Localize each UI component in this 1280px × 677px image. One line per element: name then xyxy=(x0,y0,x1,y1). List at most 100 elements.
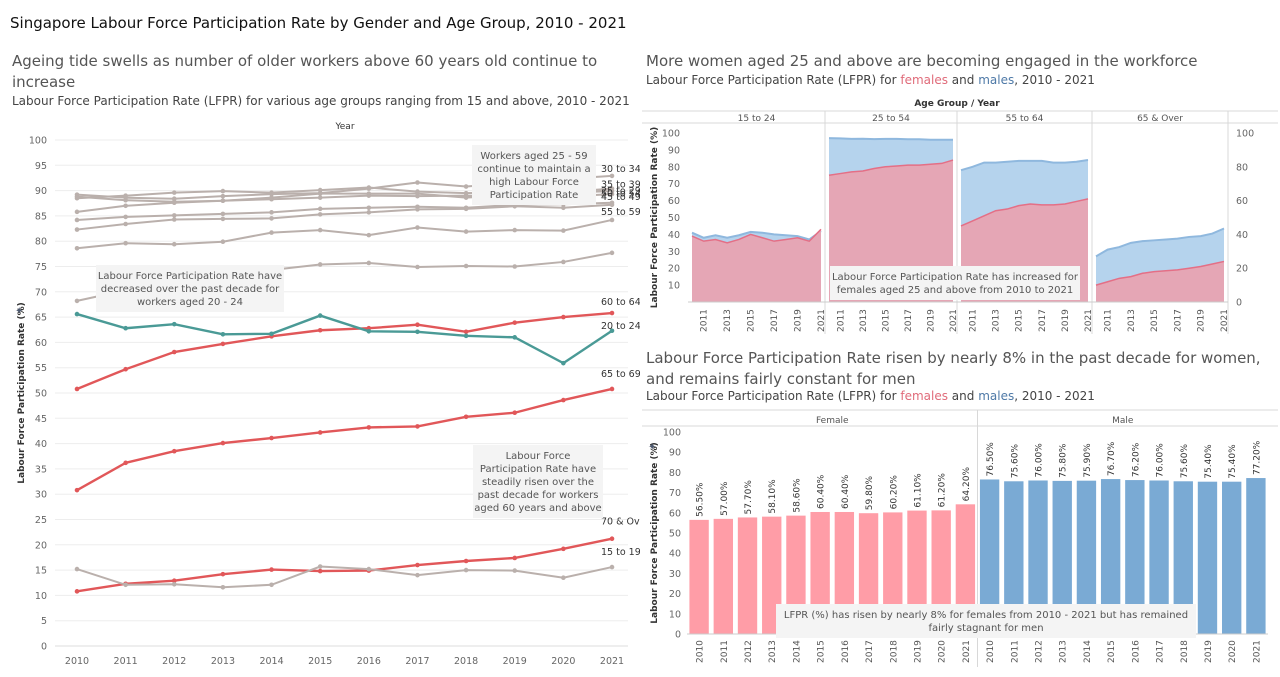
bar xyxy=(834,511,855,634)
bar-value-label: 75.90% xyxy=(1083,443,1093,478)
x-tick-label: 2019 xyxy=(913,640,923,663)
bar xyxy=(1028,480,1048,634)
annotation-60-up-line: aged 60 years and above xyxy=(474,503,601,514)
data-point xyxy=(561,259,566,265)
y-tick-label: 100 xyxy=(29,136,47,147)
data-point xyxy=(609,564,615,570)
data-point xyxy=(512,320,518,325)
data-point xyxy=(366,210,372,215)
annotation-25-59-line: continue to maintain a xyxy=(477,164,590,175)
data-point xyxy=(317,313,323,318)
data-point xyxy=(609,536,615,542)
facet-header: 15 to 24 xyxy=(738,114,776,124)
series-label: 70 & Over xyxy=(601,517,640,528)
y-tick-label: 85 xyxy=(35,211,47,222)
male-line xyxy=(828,137,953,141)
annotation-60-up-line: Participation Rate have xyxy=(480,464,596,475)
data-point xyxy=(74,195,80,201)
female-area xyxy=(692,229,821,302)
bar xyxy=(1173,481,1193,634)
data-point xyxy=(366,260,372,266)
bar-value-label: 76.20% xyxy=(1131,442,1141,477)
bar xyxy=(907,510,927,634)
y-tick-label: 40 xyxy=(669,549,681,560)
x-tick-label: 2021 xyxy=(949,309,959,332)
data-point xyxy=(366,425,372,430)
bar-subtitle-pre: Labour Force Participation Rate (LFPR) f… xyxy=(646,389,901,403)
bar-value-label: 76.00% xyxy=(1156,443,1166,478)
data-point xyxy=(415,329,420,335)
bar-annotation: LFPR (%) has risen by nearly 8% for fema… xyxy=(776,604,1196,638)
data-point xyxy=(123,325,128,331)
y-tick-left: 100 xyxy=(662,129,680,140)
data-point xyxy=(269,190,274,195)
data-point xyxy=(317,187,323,193)
x-tick-label: 2013 xyxy=(723,309,733,332)
female-line xyxy=(828,159,954,176)
bar-value-label: 76.70% xyxy=(1107,441,1117,476)
y-tick-left: 30 xyxy=(668,247,680,258)
data-point xyxy=(74,209,80,215)
data-point xyxy=(415,424,420,429)
y-tick-label: 75 xyxy=(35,262,47,273)
male-line xyxy=(691,230,822,241)
data-point xyxy=(123,197,128,203)
data-point xyxy=(512,227,518,233)
x-tick-label: 2019 xyxy=(503,656,527,667)
data-point xyxy=(123,221,128,227)
data-point xyxy=(171,321,177,327)
bar-subtitle-male: males xyxy=(978,389,1015,403)
bar xyxy=(1100,479,1121,634)
bar-value-label: 75.40% xyxy=(1228,444,1238,479)
bar xyxy=(979,479,1000,634)
y-tick-label: 50 xyxy=(669,529,681,540)
data-point xyxy=(220,198,226,204)
x-tick-label: 2012 xyxy=(744,640,754,663)
y-tick-label: 65 xyxy=(35,313,47,324)
y-tick-label: 10 xyxy=(669,609,681,620)
series-label: 35 to 39 xyxy=(601,180,640,191)
data-point xyxy=(123,214,128,220)
data-point xyxy=(415,193,420,199)
y-tick-label: 70 xyxy=(35,287,47,298)
data-point xyxy=(561,228,566,233)
bar xyxy=(1004,481,1024,634)
male-line xyxy=(1095,227,1225,258)
data-point xyxy=(269,216,274,221)
data-point xyxy=(220,216,226,222)
data-point xyxy=(561,575,566,580)
female-line xyxy=(691,228,822,244)
annotation-20-24-line: workers aged 20 - 24 xyxy=(137,297,243,308)
bar xyxy=(1246,478,1266,634)
dashboard-title: Singapore Labour Force Participation Rat… xyxy=(10,14,627,32)
y-tick-label: 0 xyxy=(675,630,681,641)
bar-subtitle-female: females xyxy=(900,389,948,403)
data-point xyxy=(415,572,420,578)
data-point xyxy=(171,578,177,584)
x-tick-label: 2019 xyxy=(1197,309,1207,332)
data-point xyxy=(415,264,420,270)
male-line xyxy=(960,159,1089,172)
x-tick-label: 2021 xyxy=(1220,309,1230,332)
data-point xyxy=(220,211,226,217)
series-label: 20 to 24 xyxy=(601,321,640,332)
x-tick-label: 2017 xyxy=(1038,309,1048,332)
data-point xyxy=(220,341,226,347)
x-tick-label: 2021 xyxy=(962,640,972,663)
data-point xyxy=(463,263,469,269)
x-tick-label: 2014 xyxy=(1083,640,1093,663)
x-tick-label: 2020 xyxy=(551,656,575,667)
data-point xyxy=(317,262,323,267)
data-point xyxy=(609,202,615,208)
series-line xyxy=(76,311,613,391)
x-tick-label: 2018 xyxy=(889,640,899,663)
x-tick-label: 2017 xyxy=(405,656,429,667)
area-chart-title: More women aged 25 and above are becomin… xyxy=(646,52,1198,70)
y-tick-label: 0 xyxy=(41,642,47,653)
x-tick-label: 2011 xyxy=(700,309,710,332)
data-point xyxy=(463,229,469,234)
data-point xyxy=(609,217,615,223)
y-tick-label: 60 xyxy=(669,508,681,519)
bar xyxy=(883,512,903,634)
data-point xyxy=(317,430,323,435)
